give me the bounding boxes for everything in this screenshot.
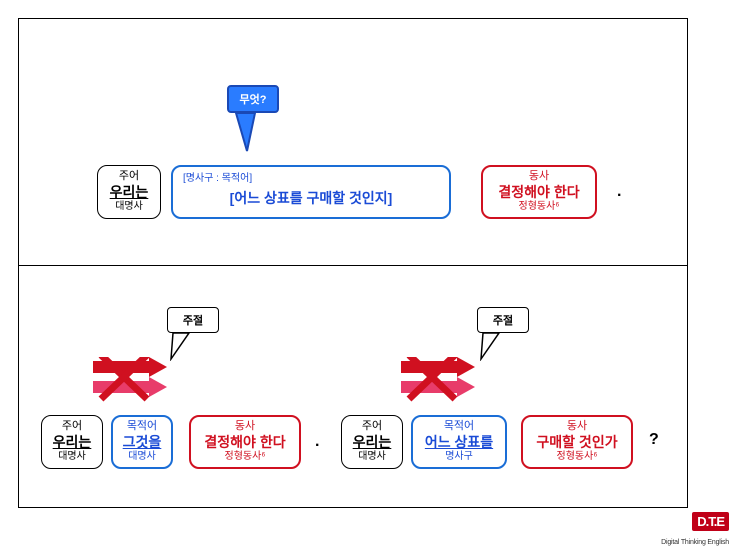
top-object-box: [명사구 : 목적어] [어느 상표를 구매할 것인지] xyxy=(171,165,451,219)
bl-subject-main: 우리는 xyxy=(53,434,92,452)
horizontal-divider xyxy=(19,265,687,266)
callout-clause-right-text: 주절 xyxy=(493,312,513,328)
callout-what-text: 무엇? xyxy=(240,91,267,107)
br-verb-sub: 정형동사⁶ xyxy=(557,451,598,464)
top-verb-role: 동사 xyxy=(529,170,549,184)
bl-subject-role: 주어 xyxy=(62,420,82,434)
bl-period: . xyxy=(315,433,319,451)
top-verb-main: 결정해야 한다 xyxy=(498,184,579,202)
bl-verb-sub: 정형동사⁶ xyxy=(225,451,266,464)
br-verb-role: 동사 xyxy=(567,420,587,434)
br-verb-box: 동사 구매할 것인가 정형동사⁶ xyxy=(521,415,633,469)
bl-object-sub: 대명사 xyxy=(128,451,156,464)
bl-verb-main: 결정해야 한다 xyxy=(204,434,285,452)
diagram-canvas: 무엇? 주어 우리는 대명사 [명사구 : 목적어] [어느 상표를 구매할 것… xyxy=(18,18,688,508)
callout-what-tail xyxy=(233,113,263,153)
bl-object-main: 그것을 xyxy=(123,434,162,452)
top-object-header: [명사구 : 목적어] xyxy=(183,173,252,186)
br-qmark: ? xyxy=(649,431,659,449)
brand-logo: D.T.E Digital Thinking English xyxy=(661,512,729,549)
bl-subject-sub: 대명사 xyxy=(58,451,86,464)
br-subject-sub: 대명사 xyxy=(358,451,386,464)
brand-logo-main: D.T.E xyxy=(692,512,729,531)
top-subject-box: 주어 우리는 대명사 xyxy=(97,165,161,219)
top-object-main: [어느 상표를 구매할 것인지] xyxy=(230,190,393,208)
bl-verb-role: 동사 xyxy=(235,420,255,434)
top-verb-sub: 정형동사⁶ xyxy=(519,201,560,214)
bl-object-role: 목적어 xyxy=(127,420,157,434)
br-object-box: 목적어 어느 상표를 명사구 xyxy=(411,415,507,469)
br-object-role: 목적어 xyxy=(444,420,474,434)
br-verb-main: 구매할 것인가 xyxy=(536,434,617,452)
bl-subject-box: 주어 우리는 대명사 xyxy=(41,415,103,469)
callout-what: 무엇? xyxy=(227,85,279,113)
bl-object-box: 목적어 그것을 대명사 xyxy=(111,415,173,469)
br-subject-main: 우리는 xyxy=(353,434,392,452)
br-object-main: 어느 상표를 xyxy=(425,434,493,452)
bl-verb-box: 동사 결정해야 한다 정형동사⁶ xyxy=(189,415,301,469)
top-verb-box: 동사 결정해야 한다 정형동사⁶ xyxy=(481,165,597,219)
top-period: . xyxy=(617,183,621,201)
br-subject-role: 주어 xyxy=(362,420,382,434)
crossed-arrows-right xyxy=(401,357,483,409)
top-subject-role: 주어 xyxy=(119,170,139,184)
top-subject-main: 우리는 xyxy=(110,184,149,202)
callout-clause-left-text: 주절 xyxy=(183,312,203,328)
brand-logo-sub: Digital Thinking English xyxy=(661,539,729,546)
top-subject-sub: 대명사 xyxy=(115,201,143,214)
br-object-sub: 명사구 xyxy=(445,451,473,464)
callout-clause-left: 주절 xyxy=(167,307,219,333)
crossed-arrows-left xyxy=(93,357,175,409)
br-subject-box: 주어 우리는 대명사 xyxy=(341,415,403,469)
callout-clause-right: 주절 xyxy=(477,307,529,333)
